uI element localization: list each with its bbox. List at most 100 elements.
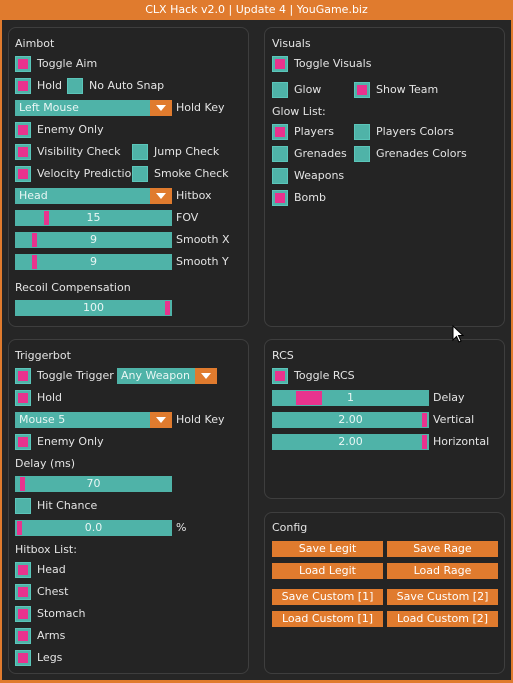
rcs-delay-slider[interactable]: 1 [272, 390, 429, 406]
hitbox-value: Head [19, 189, 48, 202]
trigger-delay-title: Delay (ms) [15, 457, 76, 470]
velocity-prediction-checkbox[interactable] [15, 166, 31, 182]
smooth-x-slider-handle[interactable] [31, 233, 37, 247]
glow-bomb-checkbox[interactable] [272, 190, 288, 206]
rcs-horizontal-slider[interactable]: 2.00 [272, 434, 429, 450]
fov-slider-handle[interactable] [43, 211, 49, 225]
chevron-down-icon[interactable] [150, 188, 172, 204]
grenades-colors-label: Grenades Colors [376, 147, 467, 160]
toggle-aim-label: Toggle Aim [37, 57, 98, 70]
smooth-y-slider-handle[interactable] [31, 255, 37, 269]
rcs-vertical-value: 2.00 [338, 413, 363, 426]
toggle-rcs-checkbox[interactable] [272, 368, 288, 384]
glow-players-checkbox[interactable] [272, 124, 288, 140]
glow-weapons-label: Weapons [294, 169, 345, 182]
velocity-prediction-label: Velocity Prediction [37, 167, 139, 180]
rcs-delay-label: Delay [433, 391, 465, 404]
rcs-vertical-slider-handle[interactable] [422, 413, 427, 427]
trigger-hold-key-dropdown[interactable]: Mouse 5 [15, 412, 172, 428]
toggle-visuals-checkbox[interactable] [272, 56, 288, 72]
smoke-check-checkbox[interactable] [132, 166, 148, 182]
chevron-down-icon[interactable] [195, 368, 217, 384]
hit-chance-value: 0.0 [84, 521, 103, 534]
jump-check-checkbox[interactable] [132, 144, 148, 160]
smoke-check-label: Smoke Check [154, 167, 229, 180]
hitbox-stomach-checkbox[interactable] [15, 606, 31, 622]
toggle-trigger-label: Toggle Trigger [37, 369, 114, 382]
load-rage-button[interactable]: Load Rage [387, 563, 498, 579]
aim-hold-key-dropdown[interactable]: Left Mouse [15, 100, 172, 116]
hitbox-chest-checkbox[interactable] [15, 584, 31, 600]
hitbox-head-checkbox[interactable] [15, 562, 31, 578]
config-title: Config [272, 521, 308, 534]
hit-chance-slider-handle[interactable] [17, 521, 22, 535]
hitbox-dropdown[interactable]: Head [15, 188, 172, 204]
load-legit-button[interactable]: Load Legit [272, 563, 383, 579]
chevron-down-icon[interactable] [150, 100, 172, 116]
trigger-hold-checkbox[interactable] [15, 390, 31, 406]
fov-value: 15 [86, 211, 101, 224]
smooth-y-slider[interactable]: 9 [15, 254, 172, 270]
save-custom-1-button[interactable]: Save Custom [1] [272, 589, 383, 605]
load-custom-2-button[interactable]: Load Custom [2] [387, 611, 498, 627]
hold-label: Hold [37, 79, 63, 92]
trigger-delay-slider[interactable]: 70 [15, 476, 172, 492]
hit-chance-slider[interactable]: 0.0 [15, 520, 172, 536]
toggle-aim-checkbox[interactable] [15, 56, 31, 72]
trigger-hold-key-label: Hold Key [176, 413, 225, 426]
glow-weapons-checkbox[interactable] [272, 168, 288, 184]
smooth-x-label: Smooth X [176, 233, 230, 246]
smooth-y-label: Smooth Y [176, 255, 229, 268]
glow-grenades-checkbox[interactable] [272, 146, 288, 162]
fov-slider[interactable]: 15 [15, 210, 172, 226]
save-rage-button[interactable]: Save Rage [387, 541, 498, 557]
load-custom-1-button[interactable]: Load Custom [1] [272, 611, 383, 627]
grenades-colors-checkbox[interactable] [354, 146, 370, 162]
rcs-horizontal-value: 2.00 [338, 435, 363, 448]
aim-enemy-only-checkbox[interactable] [15, 122, 31, 138]
glow-label: Glow [294, 83, 322, 96]
recoil-slider-handle[interactable] [165, 301, 170, 315]
window-title: CLX Hack v2.0 | Update 4 | YouGame.biz [0, 0, 513, 20]
aim-hold-key-value: Left Mouse [19, 101, 79, 114]
window-border-left [0, 20, 2, 683]
players-colors-label: Players Colors [376, 125, 454, 138]
hitbox-label: Hitbox [176, 189, 212, 202]
glow-checkbox[interactable] [272, 82, 288, 98]
mouse-cursor-icon [452, 325, 464, 343]
no-auto-snap-checkbox[interactable] [67, 78, 83, 94]
recoil-compensation-title: Recoil Compensation [15, 281, 131, 294]
hitbox-chest-label: Chest [37, 585, 69, 598]
aim-hold-key-label: Hold Key [176, 101, 225, 114]
hitbox-arms-checkbox[interactable] [15, 628, 31, 644]
players-colors-checkbox[interactable] [354, 124, 370, 140]
aim-enemy-only-label: Enemy Only [37, 123, 104, 136]
toggle-visuals-label: Toggle Visuals [294, 57, 372, 70]
recoil-slider[interactable]: 100 [15, 300, 172, 316]
rcs-delay-slider-handle[interactable] [295, 391, 322, 405]
toggle-trigger-checkbox[interactable] [15, 368, 31, 384]
glow-bomb-label: Bomb [294, 191, 326, 204]
chevron-down-icon[interactable] [150, 412, 172, 428]
trigger-weapon-dropdown[interactable]: Any Weapon [117, 368, 217, 384]
window-border-bottom [0, 680, 513, 683]
visuals-panel [264, 27, 505, 327]
fov-label: FOV [176, 211, 199, 224]
show-team-checkbox[interactable] [354, 82, 370, 98]
triggerbot-panel [8, 339, 249, 674]
visibility-check-checkbox[interactable] [15, 144, 31, 160]
hit-chance-checkbox[interactable] [15, 498, 31, 514]
hold-checkbox[interactable] [15, 78, 31, 94]
recoil-value: 100 [83, 301, 104, 314]
save-legit-button[interactable]: Save Legit [272, 541, 383, 557]
smooth-x-slider[interactable]: 9 [15, 232, 172, 248]
visibility-check-label: Visibility Check [37, 145, 121, 158]
save-custom-2-button[interactable]: Save Custom [2] [387, 589, 498, 605]
trigger-delay-slider-handle[interactable] [19, 477, 25, 491]
trigger-delay-value: 70 [86, 477, 101, 490]
rcs-horizontal-slider-handle[interactable] [422, 435, 427, 449]
hitbox-stomach-label: Stomach [37, 607, 86, 620]
rcs-vertical-slider[interactable]: 2.00 [272, 412, 429, 428]
hitbox-legs-checkbox[interactable] [15, 650, 31, 666]
trigger-enemy-only-checkbox[interactable] [15, 434, 31, 450]
